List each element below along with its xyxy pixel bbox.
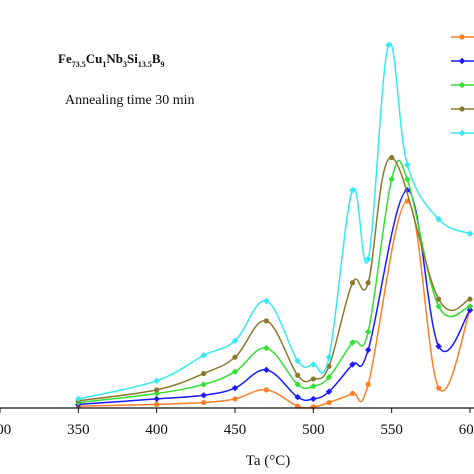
series-2 bbox=[75, 187, 474, 408]
composition-sub5: 9 bbox=[160, 60, 164, 69]
legend-marker-3 bbox=[458, 81, 466, 89]
series-5-point bbox=[364, 255, 372, 263]
series-5-point bbox=[75, 395, 82, 403]
series-4-point bbox=[154, 387, 160, 393]
series-1 bbox=[75, 198, 473, 410]
series-2-point bbox=[466, 306, 474, 314]
series-2-point bbox=[310, 395, 317, 403]
series-1-point bbox=[201, 399, 207, 406]
series-2-point bbox=[325, 388, 333, 395]
series-5-point bbox=[435, 216, 442, 223]
composition-sub2: 1 bbox=[102, 60, 106, 69]
x-axis-title: Ta (°C) bbox=[246, 453, 291, 469]
composition-sub3: 3 bbox=[123, 60, 127, 69]
composition-el3: Nb bbox=[106, 51, 123, 66]
series-2-line bbox=[78, 189, 471, 406]
series-5-point bbox=[294, 357, 301, 365]
series-4-point bbox=[295, 372, 301, 378]
series-5-point bbox=[231, 337, 239, 345]
series-1-point bbox=[154, 401, 160, 407]
series-2-point bbox=[153, 395, 160, 403]
x-tick-label: 350 bbox=[67, 422, 90, 438]
composition-el2: Cu bbox=[86, 51, 103, 66]
series-1-point bbox=[326, 399, 332, 406]
x-tick-label: 400 bbox=[145, 422, 168, 438]
x-ticks: 300 350 400 450 500 550 600 bbox=[0, 408, 474, 438]
series-3-point bbox=[310, 383, 317, 390]
series-5-point bbox=[310, 361, 317, 368]
series-3-point bbox=[263, 344, 270, 352]
series-5-point bbox=[200, 352, 207, 359]
series-5-point bbox=[385, 41, 392, 49]
series-2-point bbox=[263, 366, 270, 374]
legend-marker-1 bbox=[459, 34, 465, 40]
series-5-point bbox=[153, 377, 160, 384]
series-5-point bbox=[263, 297, 270, 305]
series-3-point bbox=[364, 328, 372, 335]
series-2-point bbox=[435, 343, 442, 350]
series-2-point bbox=[364, 346, 372, 354]
series-1-point bbox=[436, 385, 442, 391]
series-2-point bbox=[231, 384, 239, 392]
series-4-point bbox=[436, 296, 442, 302]
annealing-note: Annealing time 30 min bbox=[65, 93, 194, 108]
series-5-line bbox=[78, 42, 471, 400]
series-3-point bbox=[325, 373, 333, 381]
series-3-point bbox=[231, 368, 239, 375]
series-4-point bbox=[365, 280, 371, 286]
series-5-point bbox=[466, 230, 474, 237]
series-4-point bbox=[349, 280, 356, 286]
series-3-point bbox=[388, 176, 395, 183]
composition-el5: B bbox=[152, 51, 161, 66]
series-4 bbox=[75, 154, 473, 404]
series-3-point bbox=[349, 339, 356, 346]
series-4-point bbox=[232, 354, 238, 360]
series-1-point bbox=[349, 390, 356, 397]
legend-marker-2 bbox=[458, 57, 466, 65]
series-4-point bbox=[201, 370, 207, 377]
series-1-line bbox=[78, 200, 471, 409]
x-tick-label: 550 bbox=[380, 422, 403, 438]
series-4-point bbox=[389, 154, 395, 161]
series-4-point bbox=[310, 376, 316, 382]
x-tick-label: 300 bbox=[0, 422, 11, 438]
x-tick-label: 500 bbox=[302, 422, 325, 438]
composition-sub1: 73.5 bbox=[72, 60, 86, 69]
series-5-point bbox=[404, 161, 411, 168]
series-4-point bbox=[263, 318, 269, 324]
series-5 bbox=[75, 41, 474, 403]
composition-el4: Si bbox=[127, 51, 138, 66]
series-2-point bbox=[349, 361, 356, 368]
series-3 bbox=[75, 159, 474, 406]
series-2-point bbox=[294, 393, 301, 401]
series-3-point bbox=[404, 176, 411, 183]
series-5-point bbox=[349, 187, 356, 194]
series-2-point bbox=[200, 392, 207, 399]
legend-marker-4 bbox=[459, 106, 465, 112]
series-3-point bbox=[466, 303, 474, 310]
x-tick-label: 450 bbox=[224, 422, 247, 438]
composition-el1: Fe bbox=[58, 51, 72, 66]
series-3-line bbox=[78, 159, 471, 404]
series-3-point bbox=[200, 381, 207, 388]
series-1-point bbox=[232, 396, 238, 402]
x-tick-label: 600 bbox=[459, 422, 474, 438]
composition-sub4: 13.5 bbox=[138, 60, 152, 69]
series-1-point bbox=[263, 387, 269, 393]
composition-annotation: Fe73.5Cu1Nb3Si13.5B9 bbox=[58, 51, 164, 69]
series-3-point bbox=[435, 303, 442, 310]
legend bbox=[451, 34, 474, 137]
series-5-point bbox=[325, 353, 333, 361]
series-3-point bbox=[294, 381, 301, 388]
series-1-point bbox=[365, 381, 371, 388]
series-4-point bbox=[467, 296, 473, 302]
legend-marker-5 bbox=[458, 129, 466, 137]
